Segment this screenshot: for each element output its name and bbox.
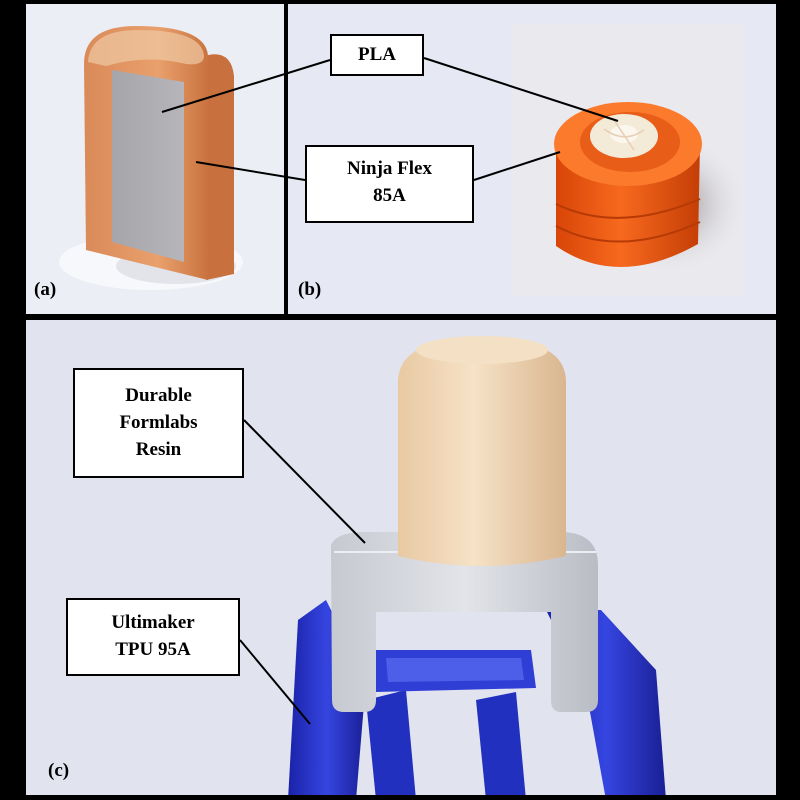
callout-pla-text: PLA — [358, 44, 396, 65]
callout-formlabs-resin: Durable Formlabs Resin — [73, 368, 244, 478]
callout-pla: PLA — [330, 34, 424, 76]
panel-b-label: (b) — [298, 279, 322, 300]
callout-formlabs-line-1: Durable — [125, 385, 192, 406]
infill-lines — [603, 119, 645, 151]
callout-ninja-flex: Ninja Flex 85A — [305, 145, 474, 223]
pla-core — [112, 70, 184, 262]
panel-a-label: (a) — [34, 279, 57, 300]
tpu-base-highlight — [386, 658, 524, 682]
panel-c-label: (c) — [48, 760, 70, 781]
side-face — [204, 54, 234, 280]
callout-formlabs-line-3: Resin — [135, 439, 182, 460]
printed-sample-illustration — [554, 102, 748, 274]
callout-ninja-flex-line-1: Ninja Flex — [347, 158, 432, 179]
callout-formlabs-line-2: Formlabs — [119, 412, 198, 433]
panel-a: (a) — [26, 4, 284, 314]
tpu-finger-inner-right — [476, 692, 526, 795]
callout-ninja-flex-line-2: 85A — [373, 185, 406, 206]
cad-cross-section-illustration — [59, 26, 243, 290]
layer-line — [555, 198, 701, 219]
cylinder-top-highlight — [416, 336, 548, 364]
resin-holder — [331, 532, 598, 712]
callout-tpu-line-2: TPU 95A — [115, 639, 191, 660]
resin-cylinder — [398, 338, 566, 566]
tpu-finger-inner-left — [366, 690, 416, 795]
top-rim — [88, 30, 204, 66]
layer-line — [555, 221, 701, 243]
callout-ultimaker-tpu: Ultimaker TPU 95A — [66, 598, 240, 676]
gripper-assembly-illustration — [288, 336, 666, 795]
callout-tpu-line-1: Ultimaker — [111, 612, 195, 633]
